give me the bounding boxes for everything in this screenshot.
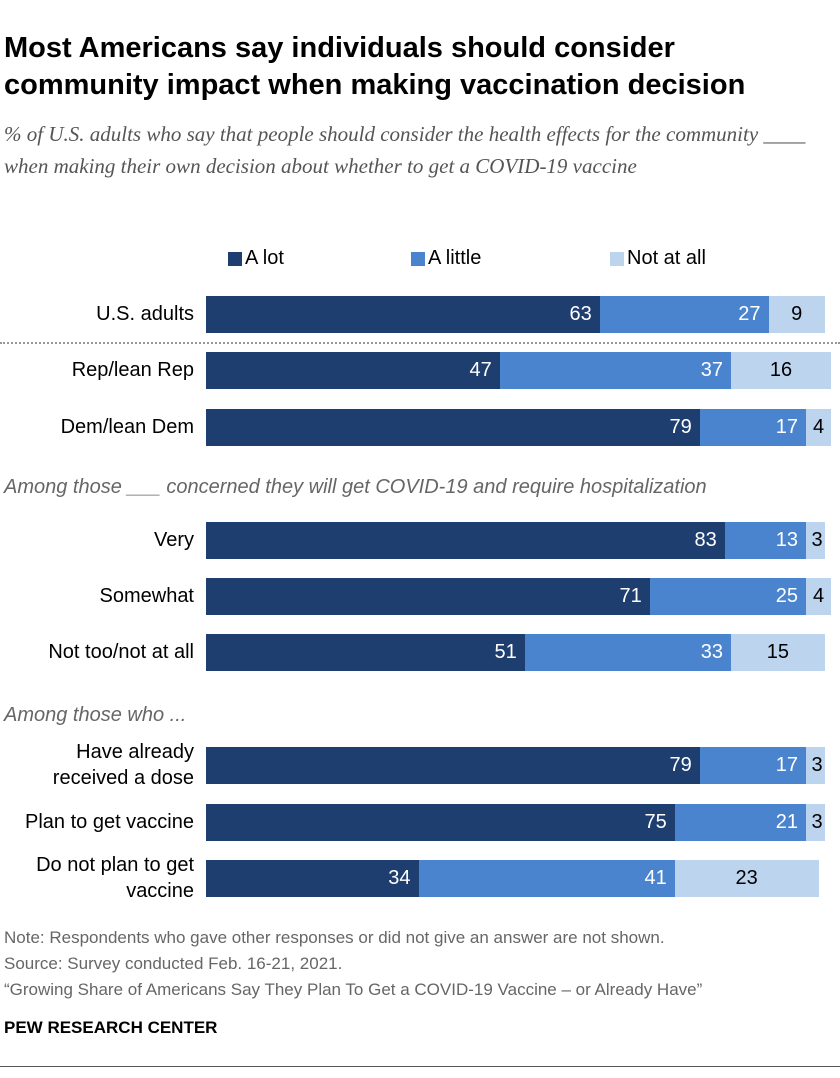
source: Source: Survey conducted Feb. 16-21, 202…	[4, 954, 343, 973]
bar-segment-a-lot	[206, 296, 600, 333]
bar-segment-a-little	[699, 747, 806, 784]
legend-label: A lot	[245, 247, 284, 269]
data-label: 3	[811, 529, 823, 551]
data-label: 34	[388, 867, 411, 889]
bar-segment-a-little	[418, 860, 675, 897]
bar-segment-not-at-all	[806, 578, 831, 615]
bar-segment-a-little	[699, 409, 806, 446]
legend-item: Not at all	[610, 247, 706, 270]
row-label: Plan to get vaccine	[25, 811, 194, 833]
bar-segment-a-lot	[206, 352, 500, 389]
note: Note: Respondents who gave other respons…	[4, 928, 665, 947]
section-label: Among those ___ concerned they will get …	[4, 476, 707, 498]
data-label: 15	[766, 641, 789, 663]
row-label: Do not plan to get vaccine	[36, 854, 194, 902]
bar-segment-not-at-all	[806, 804, 825, 841]
bar-segment-not-at-all	[731, 634, 825, 671]
row-label: Have already received a dose	[52, 741, 194, 789]
legend-swatch	[228, 251, 242, 266]
bar-segment-a-lot	[206, 578, 650, 615]
bar-segment-a-little	[599, 296, 769, 333]
report-title: “Growing Share of Americans Say They Pla…	[4, 980, 703, 999]
data-label: 33	[700, 641, 723, 663]
data-label: 4	[812, 416, 825, 438]
legend-item: A little	[411, 247, 481, 270]
bar-segment-not-at-all	[806, 522, 825, 559]
brand: PEW RESEARCH CENTER	[4, 1018, 218, 1037]
data-label: 3	[811, 811, 823, 833]
data-label: 51	[494, 641, 517, 663]
bar-segment-not-at-all	[674, 860, 819, 897]
data-label: 25	[775, 585, 798, 607]
data-label: 21	[775, 811, 798, 833]
data-label: 4	[812, 585, 825, 607]
data-label: 9	[791, 303, 803, 325]
data-label: 17	[775, 754, 798, 776]
chart-subtitle: % of U.S. adults who say that people sho…	[4, 122, 806, 178]
bar-segment-a-lot	[206, 860, 419, 897]
separator	[0, 342, 840, 344]
bar-segment-not-at-all	[806, 409, 831, 446]
row-label: Very	[153, 529, 194, 551]
legend-item: A lot	[228, 247, 284, 270]
data-label: 27	[738, 303, 761, 325]
data-label: 75	[644, 811, 667, 833]
bar-segment-a-little	[499, 352, 731, 389]
data-label: 71	[619, 585, 642, 607]
data-label: 3	[811, 754, 823, 776]
bar-segment-a-lot	[206, 522, 725, 559]
bar-segment-a-little	[524, 634, 731, 671]
data-label: 63	[569, 303, 592, 325]
data-label: 17	[775, 416, 798, 438]
bar-segment-not-at-all	[731, 352, 831, 389]
data-label: 41	[644, 867, 667, 889]
bar-segment-a-lot	[206, 747, 700, 784]
data-label: 83	[694, 529, 717, 551]
bar-segment-a-little	[674, 804, 806, 841]
row-label: Somewhat	[99, 585, 195, 607]
row-label: U.S. adults	[96, 303, 194, 325]
bar-segment-a-lot	[206, 804, 675, 841]
data-label: 13	[775, 529, 798, 551]
chart-title: Most Americans say individuals should co…	[4, 32, 746, 101]
legend-label: Not at all	[627, 247, 706, 269]
bar-segment-a-little	[724, 522, 806, 559]
bar-segment-a-lot	[206, 409, 700, 446]
bottom-rule	[0, 1066, 840, 1067]
row-label: Rep/lean Rep	[71, 359, 194, 381]
bar-segment-not-at-all	[806, 747, 825, 784]
data-label: 79	[669, 416, 692, 438]
data-label: 47	[469, 359, 492, 381]
row-label: Dem/lean Dem	[60, 416, 194, 438]
data-label: 23	[735, 867, 758, 889]
bar-segment-a-lot	[206, 634, 525, 671]
data-label: 79	[669, 754, 692, 776]
section-label: Among those who ...	[4, 704, 187, 726]
bar-segment-a-little	[649, 578, 806, 615]
data-label: 37	[700, 359, 723, 381]
data-label: 16	[769, 359, 793, 381]
legend-swatch	[411, 251, 425, 266]
legend-label: A little	[428, 247, 482, 269]
legend-swatch	[610, 251, 624, 266]
row-label: Not too/not at all	[48, 641, 194, 663]
bar-segment-not-at-all	[768, 296, 825, 333]
